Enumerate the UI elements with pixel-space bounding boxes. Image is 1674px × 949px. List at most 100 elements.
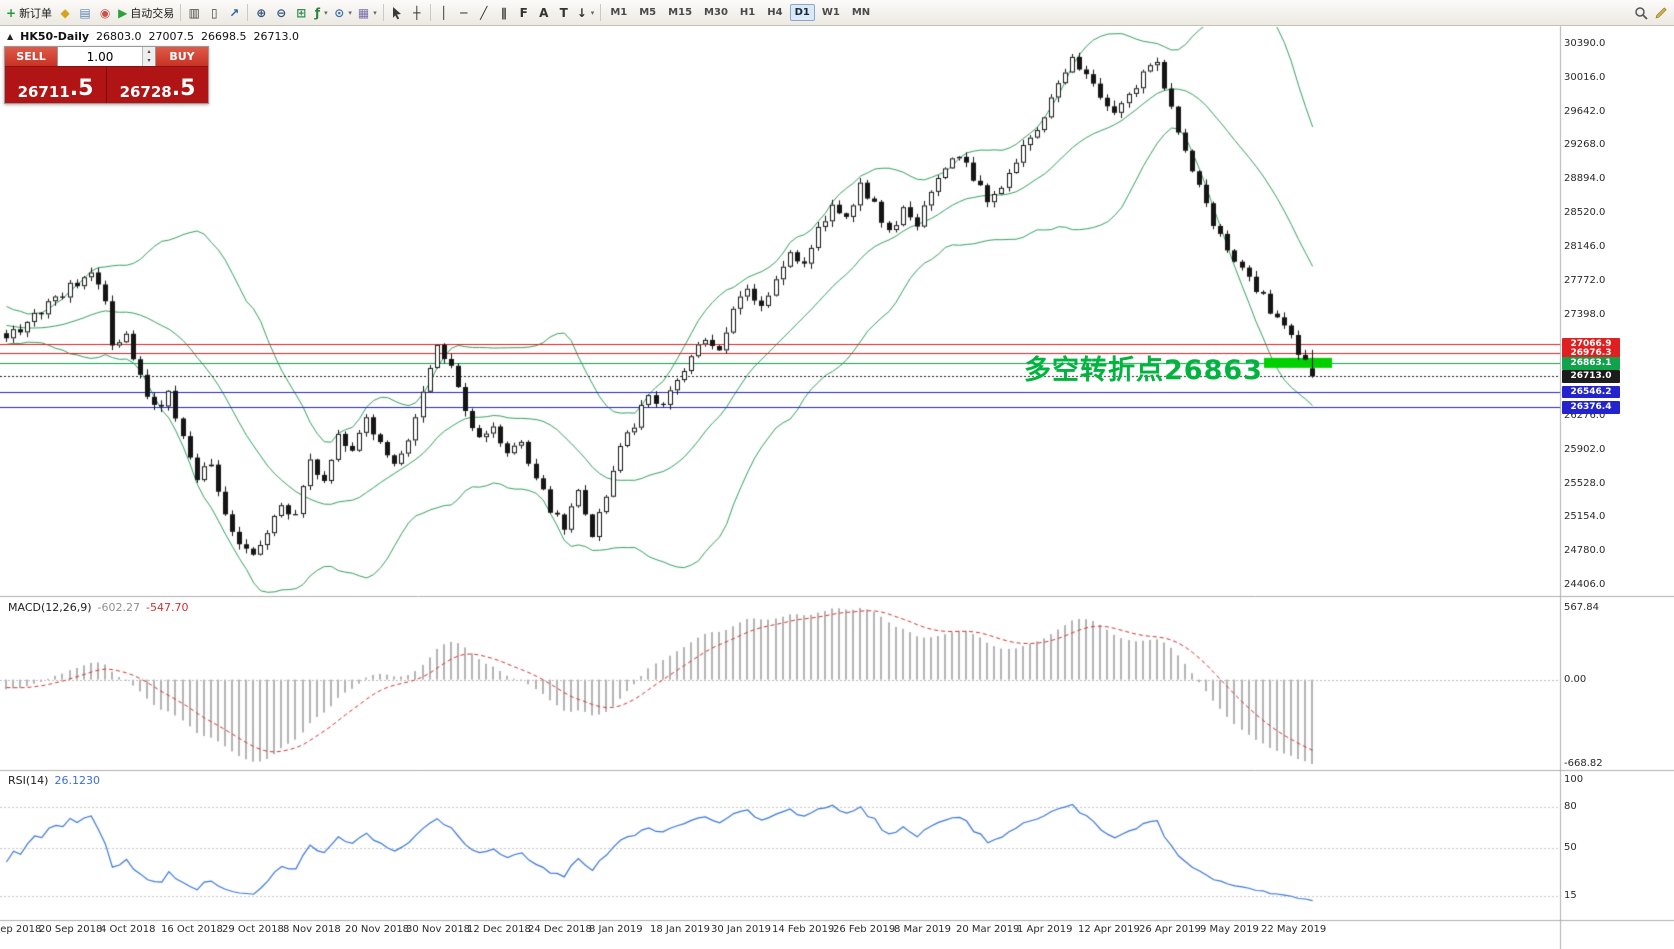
new-order-button[interactable]: + 新订单 [3, 2, 55, 24]
channel-button[interactable]: ∥ [494, 2, 514, 24]
price-axis-label: 26276.0 [1564, 409, 1606, 421]
sell-price-button[interactable]: 26711 .5 [5, 67, 107, 103]
tile-windows-button[interactable]: ⊞ [291, 2, 311, 24]
sell-button[interactable]: SELL [5, 47, 57, 66]
gold-diamond-icon: ◆ [60, 5, 70, 20]
timeframe-m15[interactable]: M15 [668, 7, 693, 18]
date-label: 30 Nov 2018 [406, 924, 471, 935]
candlestick-chart-button[interactable]: ▯ [204, 2, 224, 24]
pencil-icon [1655, 6, 1668, 19]
templates-button[interactable]: ▦ ▾ [355, 2, 380, 24]
vertical-line-button[interactable]: │ [434, 2, 454, 24]
date-label: 12 Dec 2018 [467, 924, 531, 935]
price-axis-label: 27772.0 [1564, 274, 1606, 286]
price-axis-label: 25902.0 [1564, 443, 1606, 455]
date-label: 8 Mar 2019 [894, 924, 952, 935]
buy-button[interactable]: BUY [156, 47, 208, 66]
price-axis-label: 29268.0 [1564, 139, 1606, 151]
volume-stepper: ▴ ▾ [142, 47, 155, 66]
date-label: 22 May 2019 [1261, 924, 1327, 935]
navigator-button[interactable]: ▤ [75, 2, 95, 24]
market-watch-button[interactable]: ◆ [55, 2, 75, 24]
zoom-out-button[interactable]: ⊖ [271, 2, 291, 24]
cursor-button[interactable] [387, 2, 407, 24]
toolbar-separator [429, 4, 431, 21]
indicators-button[interactable]: ƒ ▾ [311, 2, 331, 24]
price-axis-label: 28894.0 [1564, 173, 1606, 185]
bar-chart-button[interactable]: ▥ [184, 2, 204, 24]
buy-price-button[interactable]: 26728 .5 [107, 67, 208, 103]
rsi-axis-label: 50 [1564, 842, 1577, 853]
timeframe-w1[interactable]: W1 [821, 7, 840, 18]
date-label: 8 Nov 2018 [283, 924, 341, 935]
quick-edit-button[interactable] [1651, 2, 1671, 24]
function-icon: ƒ [314, 5, 321, 20]
bar-chart-icon: ▥ [188, 5, 200, 20]
ohlc-low: 26698.5 [201, 30, 247, 43]
timeframe-h1[interactable]: H1 [739, 7, 756, 18]
date-label: 20 Sep 2018 [39, 924, 103, 935]
template-icon: ▦ [357, 5, 370, 20]
rsi-axis-label: 15 [1564, 889, 1577, 901]
timeframe-mn[interactable]: MN [851, 7, 871, 18]
price-axis-label: 30016.0 [1564, 71, 1606, 83]
grid-icon: ⊞ [296, 5, 307, 20]
volume-up-button[interactable]: ▴ [143, 47, 155, 57]
timeframe-d1[interactable]: D1 [789, 4, 815, 21]
periods-button[interactable]: ⊙ ▾ [331, 2, 355, 24]
autotrading-button-label: 自动交易 [130, 6, 175, 20]
rsi-indicator-label: RSI(14) 26.1230 [8, 774, 100, 787]
play-icon: ▶ [118, 5, 128, 20]
timeframe-h4[interactable]: H4 [767, 7, 783, 18]
alerts-button[interactable]: ◉ [95, 2, 115, 24]
magnifier-icon [1634, 6, 1648, 20]
rsi-value: 26.1230 [54, 774, 100, 787]
panel-icon: ▤ [79, 5, 91, 20]
main-toolbar: + 新订单 ◆ ▤ ◉ ▶ 自动交易 ▥ ▯ ↗ ⊕ ⊖ ⊞ ƒ ▾ ⊙ ▾ ▦ ▾ ┼ │ ─ ╱ ∥ F A T ↓ ▾ M1 M5 M1… [0, 0, 1674, 26]
date-label: 20 Nov 2018 [345, 924, 410, 935]
line-chart-button[interactable]: ↗ [224, 2, 244, 24]
price-axis-label: 25154.0 [1564, 511, 1606, 523]
volume-down-button[interactable]: ▾ [143, 56, 155, 66]
price-axis-label: 25528.0 [1564, 477, 1606, 489]
timeframe-m30[interactable]: M30 [704, 7, 728, 18]
timeframe-m1[interactable]: M1 [610, 7, 628, 18]
crosshair-button[interactable]: ┼ [407, 2, 427, 24]
horizontal-line-icon: ─ [460, 5, 468, 20]
support-line-1-badge: 26546.2 [1562, 385, 1620, 399]
horizontal-line-button[interactable]: ─ [454, 2, 474, 24]
alert-icon: ◉ [99, 5, 111, 20]
price-axis-label: 24780.0 [1564, 545, 1606, 557]
clock-icon: ⊙ [334, 5, 345, 20]
macd-axis-label: 0.00 [1564, 673, 1587, 685]
arrows-button[interactable]: ↓ ▾ [574, 2, 598, 24]
toolbar-separator [382, 4, 384, 21]
zoom-in-button[interactable]: ⊕ [251, 2, 271, 24]
ohlc-open: 26803.0 [96, 30, 142, 43]
label-button[interactable]: T [554, 2, 574, 24]
chevron-down-icon: ▾ [348, 8, 352, 17]
price-axis-label: 28146.0 [1564, 240, 1606, 252]
chart-annotation: 多空转折点26863 [1024, 355, 1263, 386]
chevron-down-icon: ▾ [373, 8, 377, 17]
symbol-expand-icon[interactable]: ▲ [7, 32, 14, 41]
volume-input[interactable] [58, 47, 142, 66]
text-button[interactable]: A [534, 2, 554, 24]
support-line-2-badge: 26376.4 [1562, 400, 1620, 414]
resistance-line-2-badge: 26976.3 [1562, 346, 1620, 360]
label-icon: T [559, 5, 568, 20]
fibonacci-button[interactable]: F [514, 2, 534, 24]
date-label: 30 Jan 2019 [711, 924, 771, 935]
timeframe-m5[interactable]: M5 [639, 7, 657, 18]
macd-axis-label: 567.84 [1564, 602, 1599, 613]
date-label: 10 Sep 2018 [0, 924, 42, 935]
autotrading-button[interactable]: ▶ 自动交易 [115, 2, 177, 24]
rsi-axis-label: 80 [1564, 801, 1577, 813]
crosshair-icon: ┼ [413, 5, 421, 20]
price-axis-label: 30390.0 [1564, 38, 1606, 49]
search-button[interactable] [1631, 2, 1651, 24]
symbol-name: HK50-Daily [20, 30, 90, 43]
trendline-button[interactable]: ╱ [474, 2, 494, 24]
cursor-icon [391, 6, 403, 20]
